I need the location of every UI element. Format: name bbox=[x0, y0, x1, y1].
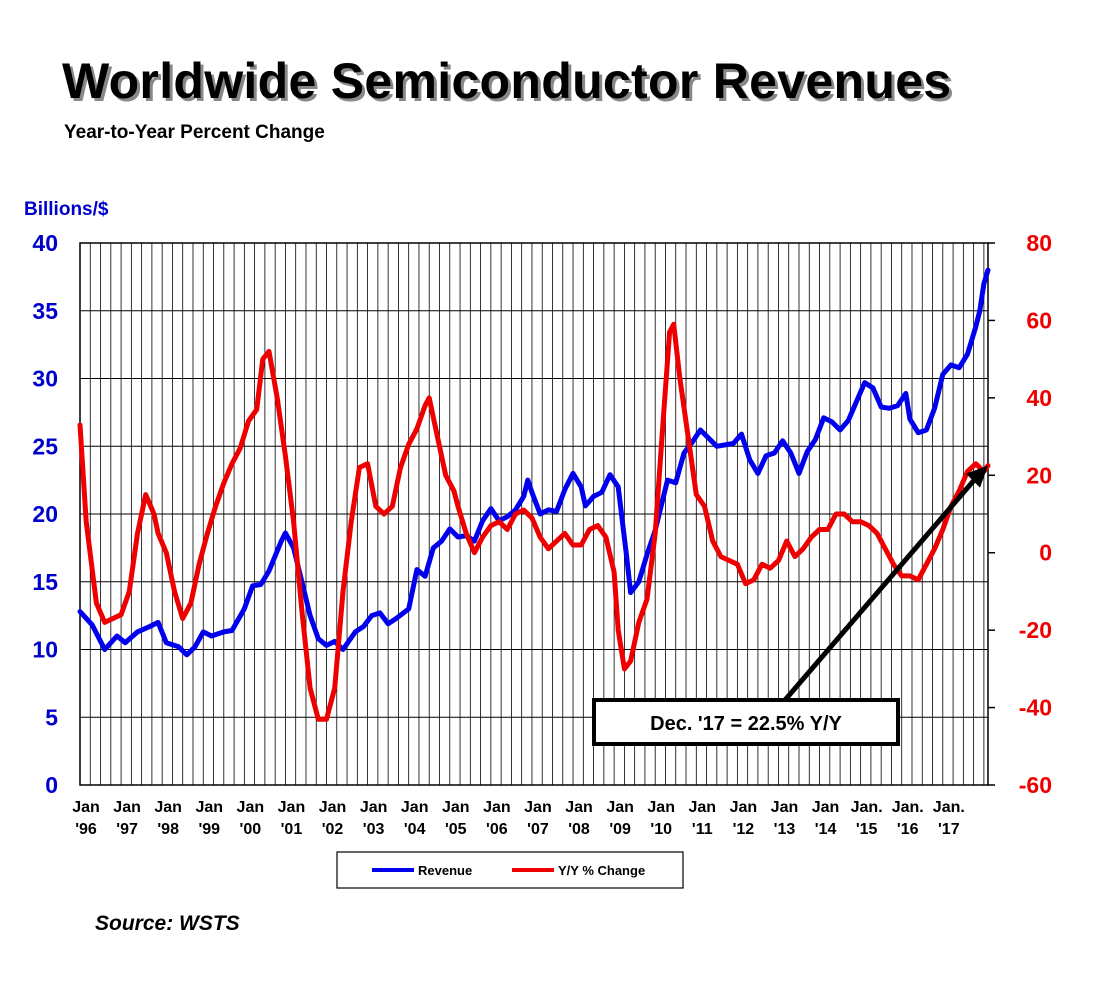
x-tick-label: '96 bbox=[75, 821, 97, 838]
source-note: Source: WSTS bbox=[95, 912, 240, 935]
yoy-change-line bbox=[77, 321, 991, 722]
right-tick-label: 40 bbox=[1026, 385, 1052, 411]
x-tick-label: '06 bbox=[486, 821, 508, 838]
x-tick-label: '15 bbox=[856, 821, 878, 838]
right-tick-label: -20 bbox=[1019, 617, 1052, 643]
plot-frame bbox=[79, 242, 989, 786]
chart-subtitle: Year-to-Year Percent Change bbox=[64, 122, 325, 143]
x-tick-label: '98 bbox=[157, 821, 179, 838]
left-tick-label: 20 bbox=[32, 501, 58, 527]
x-tick-label: '01 bbox=[281, 821, 303, 838]
x-axis-ticks: Jan '96 Jan '97 Jan '98 Jan '99 Jan '00 Jan '01 Jan '… bbox=[72, 799, 965, 838]
left-tick-label: 30 bbox=[32, 366, 58, 392]
right-tick-label: 0 bbox=[1039, 540, 1052, 566]
left-tick-label: 35 bbox=[32, 298, 58, 324]
x-tick-label: Jan bbox=[319, 799, 347, 816]
x-tick-label: '14 bbox=[815, 821, 837, 838]
legend-label: Y/Y % Change bbox=[558, 863, 645, 878]
x-tick-label: Jan bbox=[154, 799, 182, 816]
left-axis-label: Billions/$ bbox=[24, 199, 109, 220]
x-tick-label: '99 bbox=[198, 821, 220, 838]
x-tick-label: '08 bbox=[568, 821, 590, 838]
left-tick-label: 25 bbox=[32, 433, 58, 459]
x-tick-label: '03 bbox=[363, 821, 385, 838]
left-tick-label: 5 bbox=[45, 704, 58, 730]
x-tick-label: Jan bbox=[195, 799, 223, 816]
x-tick-label: '05 bbox=[445, 821, 467, 838]
x-tick-label: '04 bbox=[404, 821, 426, 838]
x-tick-label: '16 bbox=[897, 821, 919, 838]
x-tick-label: Jan bbox=[278, 799, 306, 816]
x-tick-label: '11 bbox=[692, 821, 713, 838]
x-tick-label: '00 bbox=[240, 821, 262, 838]
x-tick-label: '13 bbox=[774, 821, 796, 838]
legend: Revenue Y/Y % Change bbox=[336, 851, 684, 889]
annotation-arrow-head bbox=[966, 465, 988, 488]
right-tick-label: -60 bbox=[1019, 772, 1052, 798]
x-tick-label: Jan bbox=[401, 799, 429, 816]
right-tick-label: -40 bbox=[1019, 695, 1052, 721]
left-tick-label: 40 bbox=[32, 230, 58, 256]
x-tick-label: '17 bbox=[938, 821, 960, 838]
x-tick-label: Jan bbox=[360, 799, 388, 816]
left-tick-label: 15 bbox=[32, 569, 58, 595]
x-tick-label: Jan bbox=[606, 799, 634, 816]
left-tick-label: 10 bbox=[32, 637, 58, 663]
x-tick-label: Jan bbox=[524, 799, 552, 816]
x-tick-label: Jan. bbox=[933, 799, 965, 816]
x-tick-label: Jan. bbox=[851, 799, 883, 816]
chart-title: Worldwide Semiconductor Revenues bbox=[62, 53, 952, 109]
x-tick-label: Jan bbox=[689, 799, 717, 816]
x-tick-label: Jan bbox=[771, 799, 799, 816]
annotation: Dec. '17 = 22.5% Y/Y bbox=[592, 465, 988, 746]
legend-label: Revenue bbox=[418, 863, 472, 878]
annotation-arrow-line bbox=[783, 473, 980, 702]
x-tick-label: Jan. bbox=[892, 799, 924, 816]
x-tick-label: Jan bbox=[730, 799, 758, 816]
x-tick-label: Jan bbox=[647, 799, 675, 816]
revenue-line bbox=[77, 267, 991, 658]
x-tick-label: Jan bbox=[442, 799, 470, 816]
annotation-text: Dec. '17 = 22.5% Y/Y bbox=[650, 713, 842, 735]
x-tick-label: '10 bbox=[650, 821, 672, 838]
right-tick-label: 80 bbox=[1026, 230, 1052, 256]
x-tick-label: Jan bbox=[72, 799, 100, 816]
left-axis-ticks: 0 5 10 15 20 25 30 35 40 bbox=[32, 230, 58, 798]
x-tick-label: Jan bbox=[237, 799, 265, 816]
x-tick-label: '09 bbox=[609, 821, 631, 838]
right-tick-label: 20 bbox=[1026, 462, 1052, 488]
x-tick-label: '97 bbox=[116, 821, 138, 838]
series-group bbox=[77, 267, 991, 722]
x-tick-label: Jan bbox=[483, 799, 511, 816]
x-tick-label: Jan bbox=[565, 799, 593, 816]
x-tick-label: '07 bbox=[527, 821, 549, 838]
left-tick-label: 0 bbox=[45, 772, 58, 798]
x-tick-label: '02 bbox=[322, 821, 344, 838]
x-tick-label: '12 bbox=[733, 821, 755, 838]
x-tick-label: Jan bbox=[812, 799, 840, 816]
right-tick-label: 60 bbox=[1026, 307, 1052, 333]
x-tick-label: Jan bbox=[113, 799, 141, 816]
right-axis-ticks: -60 -40 -20 0 20 40 60 80 bbox=[988, 230, 1052, 798]
annotation-box bbox=[592, 698, 900, 746]
